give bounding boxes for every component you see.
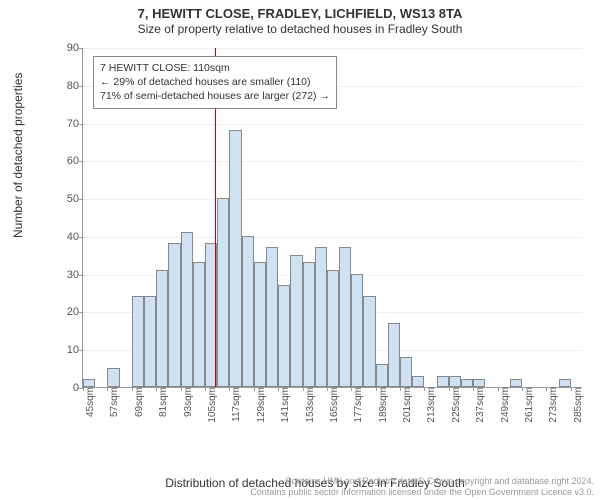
histogram-bar	[400, 357, 412, 387]
y-tick-label: 0	[55, 382, 79, 394]
histogram-bar	[181, 232, 193, 387]
histogram-bar	[510, 379, 522, 387]
x-tick-label: 177sqm	[353, 387, 364, 423]
plot-area: 010203040506070809045sqm57sqm69sqm81sqm9…	[82, 48, 582, 388]
histogram-bar	[339, 247, 351, 387]
histogram-bar	[83, 379, 95, 387]
x-tick-label: 225sqm	[451, 387, 462, 423]
y-tick-label: 30	[55, 269, 79, 281]
attribution-footer: Contains HM Land Registry data © Crown c…	[250, 476, 594, 498]
histogram-bar	[290, 255, 302, 387]
y-tick-label: 70	[55, 118, 79, 130]
histogram-bar	[559, 379, 571, 387]
histogram-bar	[388, 323, 400, 387]
x-tick-label: 129sqm	[256, 387, 267, 423]
histogram-bar	[193, 262, 205, 387]
y-tick-label: 50	[55, 193, 79, 205]
x-tick-label: 201sqm	[402, 387, 413, 423]
y-tick-label: 60	[55, 155, 79, 167]
histogram-bar	[303, 262, 315, 387]
infobox-line1: 7 HEWITT CLOSE: 110sqm	[100, 61, 330, 75]
infobox-line3: 71% of semi-detached houses are larger (…	[100, 89, 330, 103]
x-tick-label: 69sqm	[134, 387, 145, 417]
title-line1: 7, HEWITT CLOSE, FRADLEY, LICHFIELD, WS1…	[0, 6, 600, 21]
histogram-bar	[229, 130, 241, 387]
histogram-bar	[412, 376, 424, 387]
histogram-bar	[461, 379, 473, 387]
histogram-bar	[327, 270, 339, 387]
x-tick-label: 237sqm	[475, 387, 486, 423]
chart-title-block: 7, HEWITT CLOSE, FRADLEY, LICHFIELD, WS1…	[0, 0, 600, 36]
histogram-bar	[156, 270, 168, 387]
histogram-bar	[132, 296, 144, 387]
x-tick-label: 141sqm	[280, 387, 291, 423]
histogram-bar	[315, 247, 327, 387]
histogram-bar	[266, 247, 278, 387]
histogram-bar	[363, 296, 375, 387]
x-tick-label: 213sqm	[426, 387, 437, 423]
x-tick-label: 285sqm	[573, 387, 584, 423]
histogram-bar	[242, 236, 254, 387]
x-tick-label: 165sqm	[329, 387, 340, 423]
x-tick-label: 81sqm	[158, 387, 169, 417]
histogram-bar	[144, 296, 156, 387]
x-tick-label: 57sqm	[109, 387, 120, 417]
y-tick-label: 80	[55, 80, 79, 92]
x-tick-label: 105sqm	[207, 387, 218, 423]
x-tick-label: 153sqm	[305, 387, 316, 423]
histogram-bar	[168, 243, 180, 387]
x-tick-label: 261sqm	[524, 387, 535, 423]
chart-container: Number of detached properties 0102030405…	[48, 48, 582, 428]
y-tick-label: 20	[55, 306, 79, 318]
histogram-bar	[437, 376, 449, 387]
x-tick-label: 45sqm	[85, 387, 96, 417]
histogram-bar	[449, 376, 461, 387]
y-axis-label: Number of detached properties	[11, 73, 25, 238]
x-tick-label: 189sqm	[378, 387, 389, 423]
histogram-bar	[351, 274, 363, 387]
x-tick-label: 93sqm	[183, 387, 194, 417]
x-tick-label: 273sqm	[548, 387, 559, 423]
histogram-bar	[473, 379, 485, 387]
histogram-bar	[376, 364, 388, 387]
y-tick-label: 10	[55, 344, 79, 356]
y-tick-label: 40	[55, 231, 79, 243]
infobox-line2: ← 29% of detached houses are smaller (11…	[100, 75, 330, 89]
marker-infobox: 7 HEWITT CLOSE: 110sqm ← 29% of detached…	[93, 56, 337, 109]
x-tick-label: 249sqm	[500, 387, 511, 423]
footer-line1: Contains HM Land Registry data © Crown c…	[250, 476, 594, 487]
y-tick-label: 90	[55, 42, 79, 54]
histogram-bar	[254, 262, 266, 387]
title-line2: Size of property relative to detached ho…	[0, 22, 600, 36]
histogram-bar	[278, 285, 290, 387]
histogram-bar	[107, 368, 119, 387]
footer-line2: Contains public sector information licen…	[250, 487, 594, 498]
histogram-bar	[217, 198, 229, 387]
x-tick-label: 117sqm	[231, 387, 242, 422]
